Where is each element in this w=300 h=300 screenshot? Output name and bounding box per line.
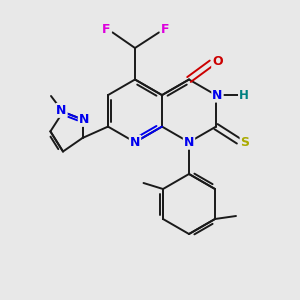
Text: F: F — [102, 23, 111, 36]
Text: N: N — [212, 88, 223, 102]
Text: N: N — [130, 136, 140, 149]
Text: N: N — [184, 136, 194, 149]
Text: S: S — [241, 136, 250, 149]
Text: H: H — [239, 88, 249, 102]
Text: O: O — [212, 55, 223, 68]
Text: F: F — [161, 23, 169, 36]
Text: N: N — [56, 104, 67, 117]
Text: N: N — [79, 113, 89, 126]
